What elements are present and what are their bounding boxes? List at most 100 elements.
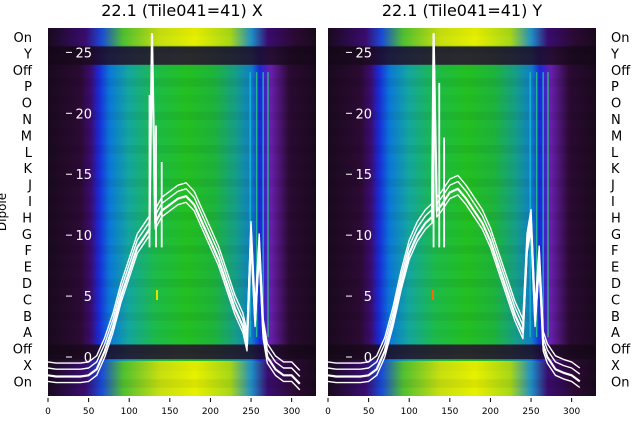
left-row-label: Off <box>13 343 33 358</box>
right-row-label: Off <box>611 64 631 79</box>
left-hot-pixel <box>156 289 159 300</box>
left-row-label: E <box>24 261 32 276</box>
left-row-stripe <box>48 111 316 120</box>
left-bottom-dark-band <box>48 344 316 360</box>
right-row-label: C <box>611 293 620 308</box>
right-row-label: On <box>611 375 629 390</box>
right-y-tick-label: 0 <box>364 351 372 366</box>
left-y-tick-label: 0 <box>84 351 92 366</box>
left-row-label: On <box>14 375 32 390</box>
right-bottom-dark-band <box>328 344 596 360</box>
left-heatmap <box>48 28 316 396</box>
left-row-label: G <box>22 228 32 243</box>
right-row-label: E <box>611 261 619 276</box>
left-row-stripe <box>48 345 316 355</box>
left-overlay-trace <box>47 33 301 371</box>
left-row-stripe <box>48 61 316 69</box>
left-row-label: Off <box>13 64 33 79</box>
right-panel-title: 22.1 (Tile041=41) Y <box>382 1 543 20</box>
right-row-stripe <box>328 245 596 254</box>
right-y-tick-label: 20 <box>355 107 372 122</box>
right-row-label: H <box>611 211 621 226</box>
left-streak <box>249 72 251 338</box>
left-row-stripe <box>48 145 316 154</box>
right-row-label: A <box>611 326 620 341</box>
left-row-stripe <box>48 95 316 103</box>
right-row-stripe <box>328 178 596 187</box>
right-row-stripe <box>328 262 596 270</box>
right-row-stripe <box>328 28 596 36</box>
right-row-stripe <box>328 329 596 337</box>
left-row-label: P <box>24 80 32 95</box>
right-row-label: J <box>610 179 615 194</box>
right-overlay <box>327 33 581 389</box>
left-row-label: D <box>22 277 32 292</box>
right-row-label: On <box>611 31 629 46</box>
right-x-tick-label: 250 <box>522 407 539 417</box>
left-row-label: K <box>23 162 32 177</box>
right-x-ticks: 0 50 100 150 200 250 300 <box>325 398 580 417</box>
right-x-tick-label: 150 <box>441 407 458 417</box>
right-row-stripe <box>328 111 596 120</box>
right-row-label: B <box>611 310 620 325</box>
right-row-stripe <box>328 345 596 355</box>
left-x-tick-label: 100 <box>121 407 138 417</box>
left-row-label: M <box>21 129 32 144</box>
right-y-tick-label: 10 <box>355 229 372 244</box>
right-row-label: I <box>611 195 615 210</box>
right-row-stripe <box>328 128 596 136</box>
right-row-stripe <box>328 61 596 69</box>
right-hot-pixel <box>431 289 434 300</box>
left-row-label: B <box>23 310 32 325</box>
left-row-stripe <box>48 78 316 87</box>
right-row-label: P <box>611 80 619 95</box>
right-row-label: K <box>611 162 620 177</box>
left-top-band <box>48 28 316 47</box>
left-y-tick-label: 20 <box>75 107 92 122</box>
left-row-label: X <box>23 359 32 374</box>
right-top-dark-band <box>328 46 596 65</box>
right-row-stripe <box>328 95 596 103</box>
right-row-label: O <box>611 97 621 112</box>
left-row-stripe <box>48 262 316 270</box>
right-overlay-trace <box>327 33 581 369</box>
left-row-stripe <box>48 44 316 54</box>
left-row-stripe <box>48 178 316 187</box>
right-streak <box>535 72 538 338</box>
left-row-label: N <box>22 113 32 128</box>
left-x-tick-label: 300 <box>283 407 300 417</box>
right-streak <box>529 72 531 338</box>
left-row-stripe <box>48 128 316 136</box>
left-x-ticks: 0 50 100 150 200 250 300 <box>45 398 300 417</box>
right-row-label: G <box>611 228 621 243</box>
right-x-tick-label: 0 <box>325 407 331 417</box>
left-y-tick-label: 10 <box>75 229 92 244</box>
left-row-label: C <box>23 293 32 308</box>
left-y-tick-label: 5 <box>84 290 92 305</box>
left-y-tick-label: 25 <box>75 46 92 61</box>
right-row-stripe <box>328 145 596 154</box>
right-row-label: F <box>611 244 618 259</box>
right-heatmap <box>328 28 596 396</box>
right-top-band <box>328 28 596 47</box>
left-row-stripe <box>48 28 316 36</box>
right-y-tick-label: 15 <box>355 168 372 183</box>
right-row-stripe <box>328 379 596 388</box>
left-y-tick-label: 15 <box>75 168 92 183</box>
left-y-axis-label: Dipole <box>0 193 9 231</box>
right-row-label: X <box>611 359 620 374</box>
right-x-tick-label: 100 <box>401 407 418 417</box>
right-row-label: L <box>611 146 619 161</box>
right-row-stripe <box>328 278 596 288</box>
left-panel-title: 22.1 (Tile041=41) X <box>101 1 263 20</box>
left-top-dark-band <box>48 46 316 65</box>
right-row-label: N <box>611 113 621 128</box>
left-overlay-trace <box>47 33 301 391</box>
right-row-stripe <box>328 44 596 54</box>
left-heatmap-base <box>48 28 316 396</box>
left-row-label: O <box>22 97 32 112</box>
left-x-tick-label: 250 <box>242 407 259 417</box>
